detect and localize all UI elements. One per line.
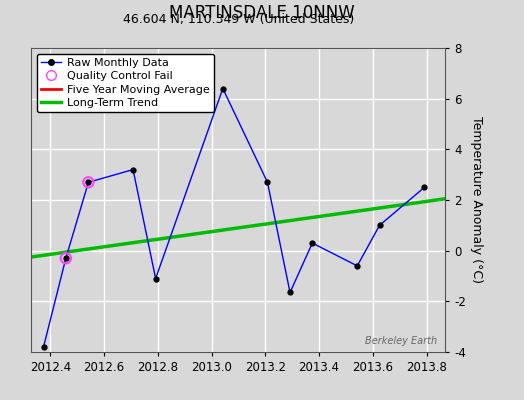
Legend: Raw Monthly Data, Quality Control Fail, Five Year Moving Average, Long-Term Tren: Raw Monthly Data, Quality Control Fail, … bbox=[37, 54, 214, 112]
Y-axis label: Temperature Anomaly (°C): Temperature Anomaly (°C) bbox=[470, 116, 483, 284]
Point bbox=[84, 179, 93, 186]
Text: MARTINSDALE 10NNW: MARTINSDALE 10NNW bbox=[169, 4, 355, 22]
Title: 46.604 N, 110.349 W (United States): 46.604 N, 110.349 W (United States) bbox=[123, 13, 354, 26]
Point bbox=[62, 255, 70, 262]
Text: Berkeley Earth: Berkeley Earth bbox=[365, 336, 437, 346]
